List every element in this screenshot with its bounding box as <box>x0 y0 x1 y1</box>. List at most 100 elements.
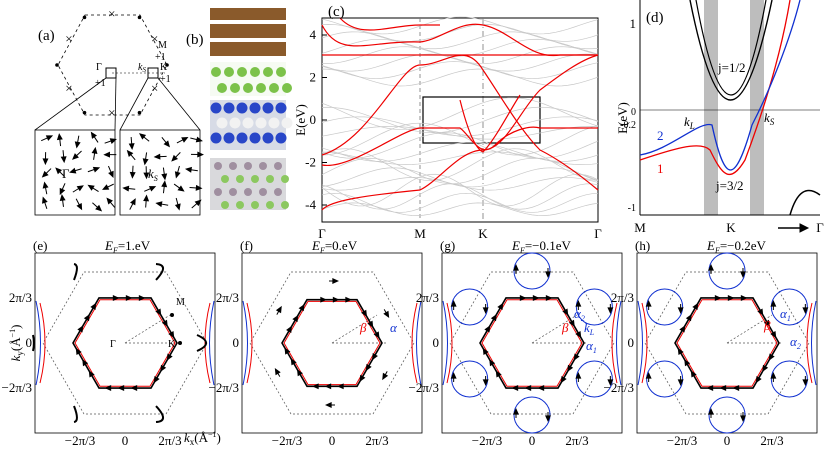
atom <box>263 67 273 77</box>
gamma-m <box>531 314 578 344</box>
band-label: α1 <box>586 338 597 355</box>
arrow-head <box>42 158 49 166</box>
parity: +1 <box>155 52 166 63</box>
x-mark: × <box>108 105 115 120</box>
x-mark: × <box>151 31 158 46</box>
atom <box>221 175 229 183</box>
band-line <box>321 202 599 216</box>
atoms <box>210 67 293 209</box>
arrow-head <box>337 383 344 390</box>
arrow-head <box>677 379 684 386</box>
band-line <box>321 46 599 65</box>
fermi-contour <box>481 299 583 387</box>
fermi-level: EF=1.eV <box>104 238 151 255</box>
side-contour <box>616 300 622 386</box>
arrow-head <box>117 385 125 392</box>
pocket <box>770 360 808 398</box>
arrow-head <box>545 415 551 422</box>
band-line <box>321 68 599 87</box>
arrow-head <box>325 402 332 408</box>
x-tick-label: −2π/3 <box>65 433 96 448</box>
ef-value: =−0.1eV <box>525 238 572 253</box>
atom <box>224 67 234 77</box>
arrow-head <box>450 300 457 307</box>
atom <box>259 162 267 170</box>
arrow-head <box>677 347 684 356</box>
arrow-head <box>770 300 777 307</box>
panel-label: (b) <box>186 32 204 48</box>
arrow-head <box>359 374 366 382</box>
atom <box>251 175 259 183</box>
arrow-head <box>575 300 582 307</box>
x-tick-label: −2π/3 <box>272 433 303 448</box>
panel-c-frame <box>321 17 599 223</box>
pocket <box>646 288 684 326</box>
arrow-head <box>72 153 79 160</box>
spin-arrows <box>41 131 204 212</box>
ef-value: =−0.2eV <box>720 238 767 253</box>
arrow-head <box>482 379 489 386</box>
side-contour <box>611 302 618 384</box>
arrow-head <box>166 353 173 361</box>
arrow-head <box>55 167 63 175</box>
x-tick-label: M <box>634 220 646 235</box>
arrow-head <box>545 271 551 278</box>
k-label: kS <box>764 110 775 127</box>
ef-sub: F <box>112 246 118 255</box>
atom <box>250 67 260 77</box>
arrow-head <box>532 294 540 301</box>
band-line <box>321 126 598 166</box>
arrow-head <box>770 372 777 379</box>
arrow-head <box>181 136 189 143</box>
arrow-head <box>142 158 149 166</box>
arrow-head <box>332 278 339 284</box>
panel-label: (f) <box>240 238 253 253</box>
atom <box>268 117 280 129</box>
y-axis-label: E(eV) <box>615 102 630 134</box>
side-contour <box>442 300 448 386</box>
band-line <box>321 183 599 210</box>
pocket <box>513 252 551 290</box>
band-line <box>321 167 599 188</box>
band-line <box>321 122 599 156</box>
y-tick-label: 2π/3 <box>9 290 32 305</box>
pocket <box>513 396 551 434</box>
point-label: Γ <box>110 339 116 350</box>
atom <box>211 67 221 77</box>
y-tick-label: 2π/3 <box>216 290 239 305</box>
k-point <box>137 15 142 20</box>
band-label: β <box>561 320 569 335</box>
panel-a <box>34 14 201 216</box>
x-tick-label: M <box>414 226 426 241</box>
side-contour <box>641 302 648 384</box>
band-line <box>321 116 599 137</box>
x-mark: × <box>108 6 115 21</box>
x-tick-label: −2π/3 <box>472 433 503 448</box>
atom <box>259 188 267 196</box>
atom <box>244 162 252 170</box>
atom <box>269 83 279 93</box>
x-tick-label: 0 <box>724 433 731 448</box>
k-point <box>165 63 169 67</box>
arrow-head <box>139 133 147 140</box>
fermi-contour <box>283 300 381 386</box>
arrow-head <box>161 319 168 327</box>
arrow-head <box>575 330 582 339</box>
y-tick-label: −2π/3 <box>603 380 634 395</box>
band-line <box>321 31 599 50</box>
side-contour <box>209 300 215 386</box>
arrow-head <box>607 379 614 386</box>
arrow-head <box>365 363 372 372</box>
pocket <box>73 262 78 281</box>
atom <box>275 132 287 144</box>
annotation: j=1/2 <box>717 60 746 75</box>
arrow-head <box>290 358 297 366</box>
arrow-head <box>103 151 111 158</box>
fermi-contour <box>676 299 778 387</box>
arrow-head <box>195 184 203 191</box>
band-line <box>321 54 599 211</box>
y-axis-label: E(eV) <box>293 104 308 136</box>
arrow-head <box>537 385 545 392</box>
atom <box>282 83 292 93</box>
